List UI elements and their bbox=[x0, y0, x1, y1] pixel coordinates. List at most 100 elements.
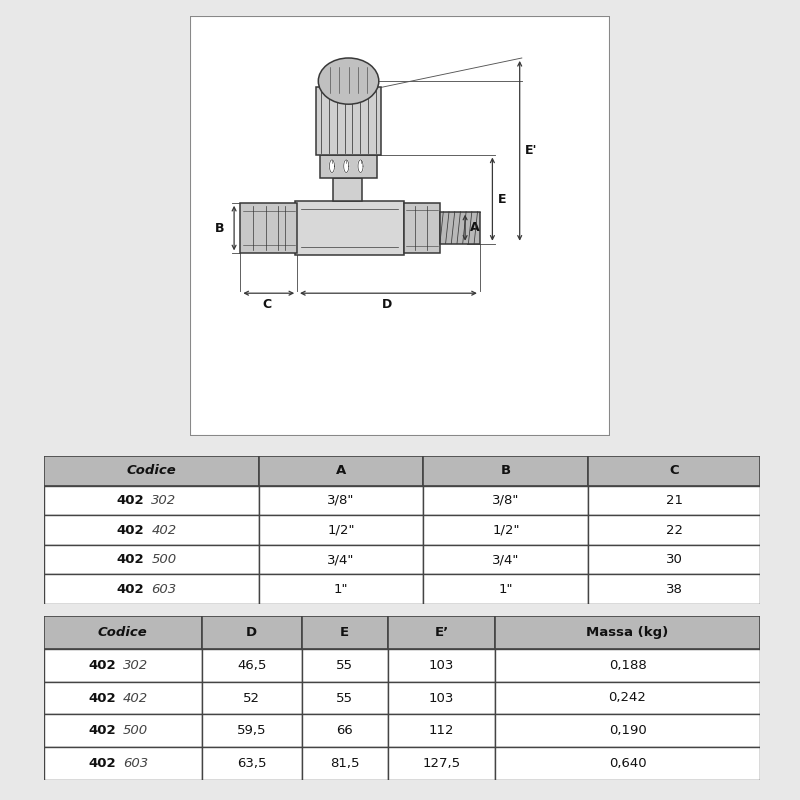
Text: 22: 22 bbox=[666, 523, 682, 537]
Text: 81,5: 81,5 bbox=[330, 757, 359, 770]
Bar bbox=[588, 515, 760, 545]
Text: B: B bbox=[501, 464, 511, 478]
Text: 127,5: 127,5 bbox=[422, 757, 461, 770]
Text: 402: 402 bbox=[117, 553, 144, 566]
Text: 3/8": 3/8" bbox=[327, 494, 355, 507]
Text: 1/2": 1/2" bbox=[492, 523, 519, 537]
Text: 55: 55 bbox=[336, 691, 354, 705]
Bar bbox=[440, 212, 480, 244]
Text: 52: 52 bbox=[243, 691, 260, 705]
Polygon shape bbox=[330, 160, 334, 173]
Text: 38: 38 bbox=[666, 582, 682, 596]
Text: 603: 603 bbox=[151, 582, 177, 596]
Bar bbox=[44, 714, 202, 747]
Bar bbox=[44, 486, 258, 515]
Bar bbox=[495, 682, 760, 714]
Bar bbox=[423, 515, 588, 545]
Text: 1": 1" bbox=[334, 582, 348, 596]
Text: A: A bbox=[336, 464, 346, 478]
Bar bbox=[258, 515, 423, 545]
Text: 402: 402 bbox=[88, 691, 116, 705]
Text: 55: 55 bbox=[336, 658, 354, 672]
Bar bbox=[258, 456, 423, 486]
Text: C: C bbox=[262, 298, 271, 311]
Bar bbox=[44, 574, 258, 604]
Text: 0,188: 0,188 bbox=[609, 658, 646, 672]
Bar bbox=[44, 545, 258, 574]
Bar bbox=[44, 747, 202, 780]
Bar bbox=[495, 714, 760, 747]
Bar bbox=[404, 203, 440, 254]
Text: E: E bbox=[340, 626, 350, 639]
Text: B: B bbox=[215, 222, 225, 234]
Bar bbox=[495, 747, 760, 780]
Text: 1/2": 1/2" bbox=[327, 523, 355, 537]
Text: 103: 103 bbox=[429, 691, 454, 705]
Bar bbox=[258, 486, 423, 515]
Bar bbox=[388, 616, 495, 649]
Text: 0,640: 0,640 bbox=[609, 757, 646, 770]
Bar bbox=[423, 545, 588, 574]
Text: 3/4": 3/4" bbox=[327, 553, 355, 566]
Bar bbox=[588, 456, 760, 486]
Text: 21: 21 bbox=[666, 494, 682, 507]
Bar bbox=[302, 714, 388, 747]
Text: 3/4": 3/4" bbox=[492, 553, 519, 566]
Bar bbox=[388, 649, 495, 682]
Bar bbox=[588, 545, 760, 574]
Bar bbox=[302, 747, 388, 780]
Text: 402: 402 bbox=[88, 658, 116, 672]
Text: 302: 302 bbox=[122, 658, 148, 672]
Text: 402: 402 bbox=[122, 691, 148, 705]
Bar bbox=[333, 178, 362, 201]
Text: 63,5: 63,5 bbox=[237, 757, 266, 770]
Bar bbox=[588, 574, 760, 604]
Text: Codice: Codice bbox=[98, 626, 148, 639]
Text: Massa (kg): Massa (kg) bbox=[586, 626, 669, 639]
Text: 46,5: 46,5 bbox=[237, 658, 266, 672]
Bar bbox=[202, 714, 302, 747]
Text: 402: 402 bbox=[117, 582, 144, 596]
Bar bbox=[202, 649, 302, 682]
Bar bbox=[495, 649, 760, 682]
Bar bbox=[44, 616, 202, 649]
Text: 0,242: 0,242 bbox=[609, 691, 646, 705]
Bar bbox=[423, 574, 588, 604]
Bar bbox=[202, 747, 302, 780]
Text: 66: 66 bbox=[336, 724, 353, 738]
Text: 0,190: 0,190 bbox=[609, 724, 646, 738]
Bar bbox=[388, 747, 495, 780]
Text: 103: 103 bbox=[429, 658, 454, 672]
Text: 112: 112 bbox=[429, 724, 454, 738]
Bar bbox=[202, 616, 302, 649]
Bar bbox=[423, 456, 588, 486]
Text: E': E' bbox=[525, 144, 538, 158]
Bar bbox=[495, 616, 760, 649]
Bar bbox=[295, 201, 404, 255]
Ellipse shape bbox=[318, 58, 378, 104]
Text: D: D bbox=[246, 626, 258, 639]
Bar bbox=[44, 649, 202, 682]
Bar bbox=[258, 545, 423, 574]
Text: 500: 500 bbox=[122, 724, 148, 738]
Bar bbox=[202, 682, 302, 714]
Text: Codice: Codice bbox=[126, 464, 176, 478]
Text: 402: 402 bbox=[117, 523, 144, 537]
Bar bbox=[241, 203, 297, 254]
Text: 402: 402 bbox=[151, 523, 177, 537]
Bar bbox=[44, 515, 258, 545]
Text: 30: 30 bbox=[666, 553, 682, 566]
Bar bbox=[320, 154, 377, 178]
Text: 59,5: 59,5 bbox=[237, 724, 266, 738]
Text: 402: 402 bbox=[117, 494, 144, 507]
Text: A: A bbox=[470, 221, 480, 234]
Text: 1": 1" bbox=[498, 582, 513, 596]
Bar bbox=[302, 649, 388, 682]
Text: D: D bbox=[382, 298, 393, 311]
Text: E’: E’ bbox=[434, 626, 449, 639]
Bar bbox=[44, 456, 258, 486]
Text: 302: 302 bbox=[151, 494, 177, 507]
Text: 603: 603 bbox=[122, 757, 148, 770]
Text: 3/8": 3/8" bbox=[492, 494, 519, 507]
Polygon shape bbox=[344, 160, 349, 173]
